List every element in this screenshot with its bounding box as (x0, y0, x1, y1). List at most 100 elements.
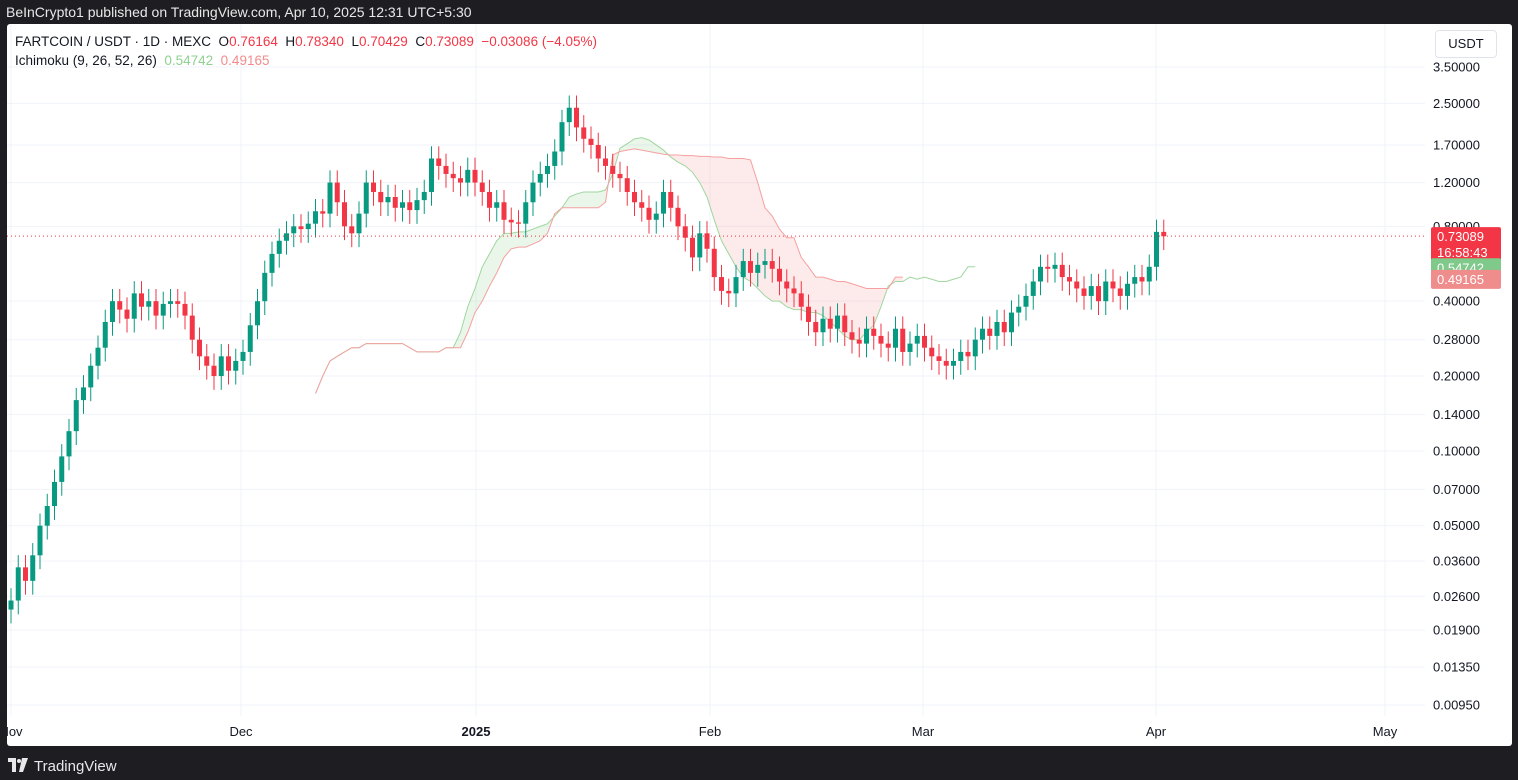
candle-body (501, 202, 507, 220)
price-tick-label: 0.03600 (1433, 554, 1480, 569)
cloud-segment (699, 156, 707, 197)
cloud-segment (634, 137, 642, 151)
candle-body (443, 165, 449, 174)
candle-body (197, 339, 202, 357)
candle-body (929, 347, 935, 357)
candle-body (777, 268, 782, 282)
candle-body (972, 339, 978, 357)
candle-body (769, 261, 775, 269)
candle-body (1146, 266, 1152, 282)
candle-body (313, 211, 318, 224)
candle-body (356, 213, 362, 234)
cloud-segment (779, 229, 787, 307)
indicator-name[interactable]: Ichimoku (9, 26, 52, 26) (15, 53, 157, 68)
candle-body (298, 226, 304, 230)
candle-body (907, 343, 913, 352)
cloud-segment (808, 266, 816, 313)
candle-body (1009, 312, 1014, 333)
cloud-segment (504, 233, 512, 258)
candle-body (1139, 277, 1145, 282)
candle-body (958, 351, 964, 361)
candle-body (559, 122, 565, 152)
candle-body (472, 169, 478, 183)
candle-body (44, 506, 50, 526)
candle-body (110, 301, 115, 322)
candle-body (639, 202, 645, 208)
candle-body (73, 400, 79, 432)
open-label: O (218, 34, 230, 49)
candle-body (1038, 266, 1043, 282)
currency-unit-button[interactable]: USDT (1435, 30, 1497, 58)
candle-body (864, 328, 869, 344)
candle-body (508, 219, 514, 223)
candle-body (697, 233, 703, 258)
candle-body (487, 191, 492, 208)
candle-body (603, 158, 608, 166)
candle-body (117, 301, 123, 310)
candle-body (726, 290, 732, 294)
candle-body (284, 233, 289, 241)
footer-bar: TradingView (0, 750, 1518, 780)
cloud-segment (489, 240, 497, 287)
cloud-segment (772, 216, 780, 302)
candle-body (914, 335, 920, 344)
close-label: C (415, 34, 426, 49)
candle-body (153, 301, 159, 316)
cloud-segment (692, 155, 700, 183)
cloud-segment (620, 143, 628, 152)
candle-body (131, 293, 137, 319)
candle-body (806, 306, 811, 322)
candle-body (182, 303, 188, 316)
candle-body (1110, 281, 1116, 289)
cloud-segment (750, 159, 758, 289)
candle-body (305, 223, 311, 230)
symbol-label[interactable]: FARTCOIN / USDT · 1D · MEXC (15, 34, 212, 49)
cloud-segment (511, 231, 519, 249)
candle-body (378, 191, 384, 203)
price-tick-label: 0.07000 (1433, 482, 1480, 497)
candle-body (566, 107, 572, 123)
indicator-legend: Ichimoku (9, 26, 52, 26) 0.54742 0.49165 (15, 53, 269, 68)
cloud-segment (707, 156, 715, 220)
cloud-segment (656, 144, 664, 155)
candle-body (1117, 288, 1123, 296)
chart-panel[interactable]: 3.50000 2.50000 1.70000 1.20000 0.80000 0.400… (7, 24, 1512, 746)
candle-body (849, 332, 855, 340)
candle-body (226, 356, 231, 371)
candle-body (168, 301, 173, 304)
price-tick-label: 0.05000 (1433, 518, 1480, 533)
candle-body (204, 356, 210, 366)
cloud-segment (757, 182, 765, 296)
time-tick-label: Mar (912, 724, 935, 739)
candle-body (160, 303, 166, 316)
cloud-segment (685, 155, 693, 173)
cloud-segment (496, 233, 504, 273)
candle-body (675, 207, 681, 227)
span-b-tag-bg (1431, 269, 1501, 289)
span-b-line (315, 148, 903, 394)
span-a-value: 0.54742 (164, 53, 214, 68)
price-tick-label: 2.50000 (1433, 96, 1480, 111)
candle-body (537, 173, 543, 183)
price-tick-label: 0.01900 (1433, 623, 1480, 638)
candle-body (52, 481, 57, 507)
candle-body (450, 173, 456, 179)
price-tick-label: 0.40000 (1433, 294, 1480, 309)
candle-body (400, 202, 405, 208)
price-tick-label: 1.20000 (1433, 175, 1480, 190)
candle-body (15, 567, 21, 601)
candle-body (1059, 264, 1065, 278)
candle-body (8, 600, 14, 610)
candle-body (1030, 281, 1036, 296)
candle-body (711, 248, 717, 278)
price-chart[interactable]: 3.500002.500001.700001.200000.800000.400… (7, 24, 1512, 746)
cloud-segment (678, 154, 686, 166)
candle-body (66, 431, 72, 457)
last-price-tag-text: 0.73089 (1437, 229, 1484, 244)
candle-body (1067, 277, 1072, 282)
candle-body (733, 277, 739, 294)
change-value: −0.03086 (−4.05%) (481, 34, 597, 49)
candle-body (987, 328, 993, 336)
time-tick-label: Apr (1146, 724, 1167, 739)
cloud-segment (873, 288, 881, 326)
